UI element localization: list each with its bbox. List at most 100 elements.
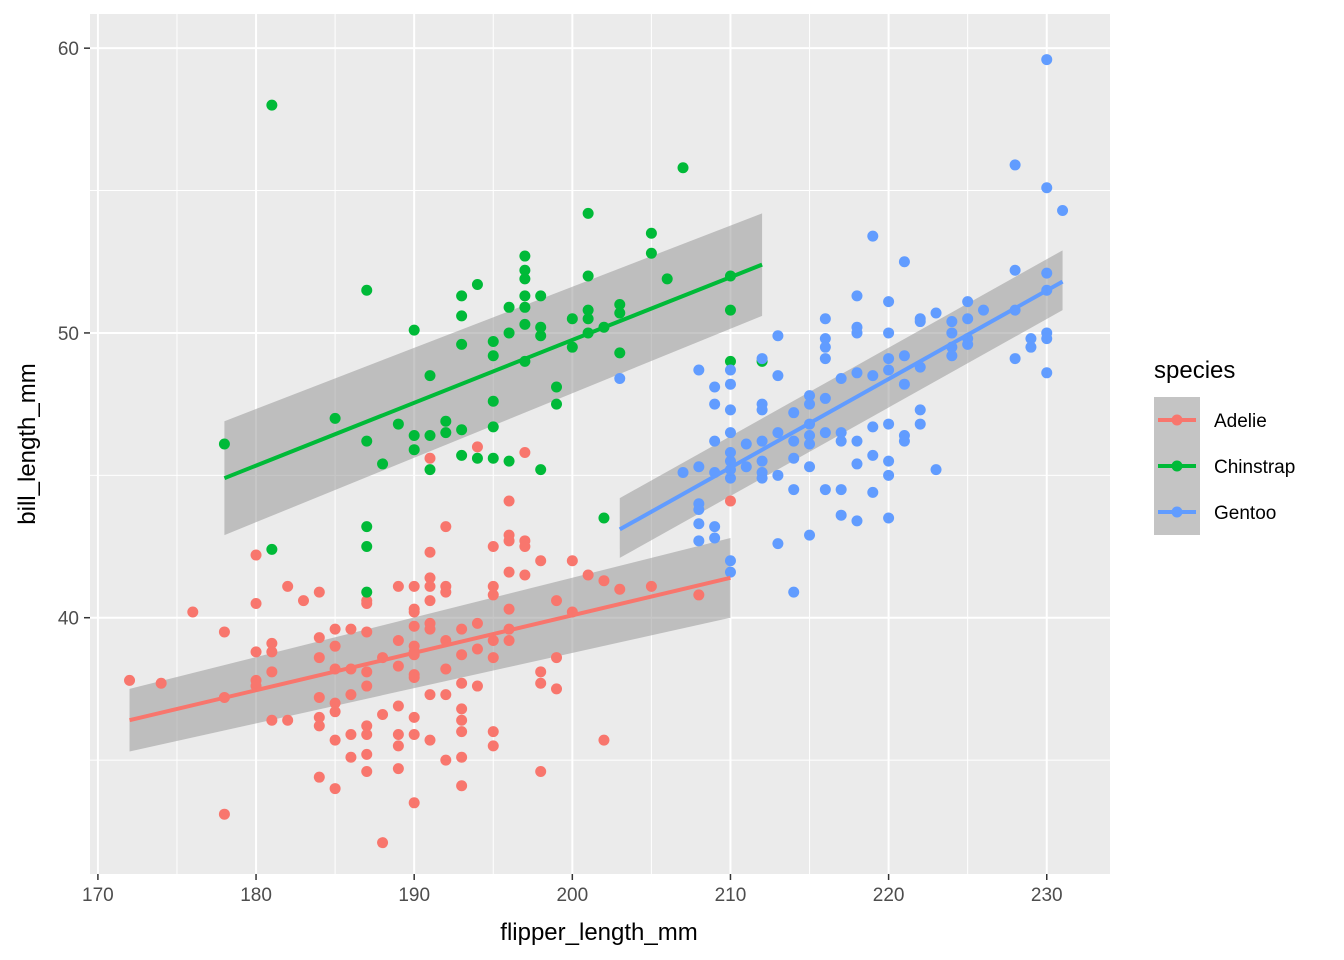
point-chinstrap [456,449,468,461]
point-adelie [218,626,230,638]
confidence-band-chinstrap [224,213,763,536]
point-gentoo [1025,341,1037,353]
point-chinstrap [519,290,531,302]
point-chinstrap [408,444,420,456]
point-chinstrap [329,412,341,424]
point-gentoo [1041,267,1053,279]
point-chinstrap [582,313,594,325]
x-tick-label: 220 [873,885,905,906]
point-chinstrap [519,318,531,330]
point-chinstrap [408,324,420,336]
point-gentoo [819,484,831,496]
point-gentoo [693,535,705,547]
point-gentoo [724,427,736,439]
point-adelie [282,580,294,592]
point-gentoo [914,418,926,430]
point-adelie [487,541,499,553]
point-adelie [456,751,468,763]
point-gentoo [819,341,831,353]
point-chinstrap [535,330,547,342]
point-adelie [503,495,515,507]
point-adelie [503,535,515,547]
point-adelie [408,620,420,632]
point-gentoo [788,452,800,464]
point-adelie [471,643,483,655]
point-chinstrap [218,438,230,450]
point-chinstrap [456,338,468,350]
point-adelie [440,754,452,766]
trend-line-gentoo [618,279,1064,532]
point-gentoo [883,418,895,430]
point-adelie [440,521,452,533]
point-chinstrap [471,452,483,464]
point-adelie [361,597,373,609]
point-chinstrap [377,458,389,470]
point-gentoo [772,370,784,382]
point-adelie [487,580,499,592]
point-chinstrap [487,335,499,347]
point-chinstrap [535,464,547,476]
point-adelie [535,555,547,567]
point-chinstrap [424,464,436,476]
point-gentoo [677,466,689,478]
point-adelie [408,580,420,592]
point-chinstrap [361,435,373,447]
point-gentoo [693,518,705,530]
point-gentoo [724,566,736,578]
trend-line-adelie [129,575,731,723]
point-gentoo [819,392,831,404]
point-gentoo [962,296,974,308]
point-gentoo [724,555,736,567]
point-adelie [408,711,420,723]
point-gentoo [788,407,800,419]
point-adelie [313,632,325,644]
point-adelie [345,751,357,763]
point-adelie [313,652,325,664]
point-adelie [329,734,341,746]
point-chinstrap [361,586,373,598]
point-adelie [250,549,262,561]
point-gentoo [962,338,974,350]
point-gentoo [898,378,910,390]
point-adelie [503,634,515,646]
point-adelie [392,700,404,712]
point-chinstrap [677,162,689,174]
point-adelie [392,580,404,592]
point-chinstrap [535,321,547,333]
point-adelie [535,765,547,777]
point-adelie [361,626,373,638]
point-adelie [440,663,452,675]
x-tick-label: 200 [556,885,588,906]
point-gentoo [693,503,705,515]
point-adelie [503,566,515,578]
point-gentoo [772,427,784,439]
point-chinstrap [519,250,531,262]
point-gentoo [898,350,910,362]
legend-title: species [1154,357,1235,384]
point-gentoo [851,367,863,379]
x-tick-label: 190 [398,885,430,906]
point-adelie [187,606,199,618]
point-gentoo [835,373,847,385]
point-adelie [551,683,563,695]
point-chinstrap [582,207,594,219]
point-chinstrap [551,398,563,410]
point-adelie [361,765,373,777]
point-adelie [345,623,357,635]
point-chinstrap [614,347,626,359]
point-gentoo [835,509,847,521]
point-adelie [424,623,436,635]
point-adelie [456,677,468,689]
point-gentoo [1009,264,1021,276]
point-adelie [408,606,420,618]
legend: species Adelie Chinstrap Gentoo [1154,357,1295,535]
point-gentoo [819,427,831,439]
point-adelie [361,666,373,678]
y-tick-label: 50 [58,324,79,345]
point-adelie [471,617,483,629]
point-chinstrap [440,415,452,427]
point-adelie [598,575,610,587]
legend-dot-chinstrap [1171,460,1183,472]
point-gentoo [883,327,895,339]
